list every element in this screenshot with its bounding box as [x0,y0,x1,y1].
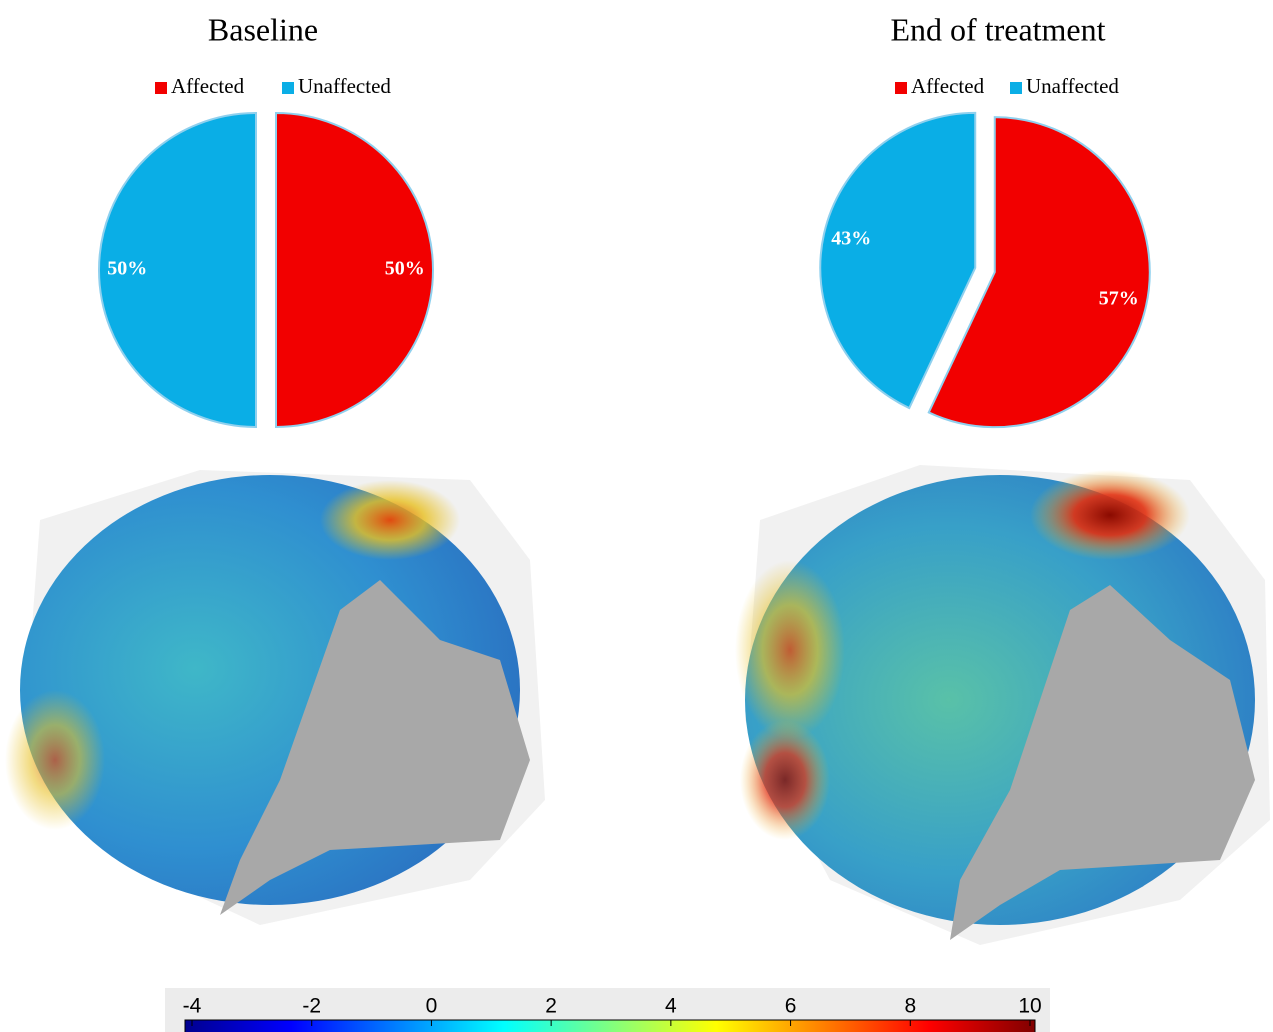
legend-label: Unaffected [1026,74,1119,98]
pie-slice [98,111,257,429]
tick-label: 0 [426,995,438,1018]
brain-baseline [5,470,545,925]
colorbar [184,1019,1036,1032]
chart-title: End of treatment [890,11,1105,47]
tick-label: -4 [183,995,202,1018]
legend-swatch [1010,82,1022,94]
tick-label: -2 [302,995,321,1018]
tick-label: 6 [785,995,797,1018]
tick-label: 2 [545,995,557,1018]
tick-label: 10 [1018,995,1041,1018]
pie-slice [927,116,1151,429]
legend-label: Affected [911,74,985,98]
data-label: 50% [385,258,425,280]
brain-end-of-treatment [735,465,1270,945]
data-label: 43% [831,228,871,250]
legend-label: Unaffected [298,74,391,98]
legend-swatch [895,82,907,94]
tick-label: 4 [665,995,677,1018]
legend-swatch [282,82,294,94]
legend-label: Affected [171,74,245,98]
chart-title: Baseline [208,11,318,47]
tick-label: 8 [904,995,916,1018]
data-label: 50% [107,258,147,280]
data-label: 57% [1099,288,1139,310]
pie-slice [275,111,434,429]
legend-swatch [155,82,167,94]
pie-slice [819,111,977,410]
